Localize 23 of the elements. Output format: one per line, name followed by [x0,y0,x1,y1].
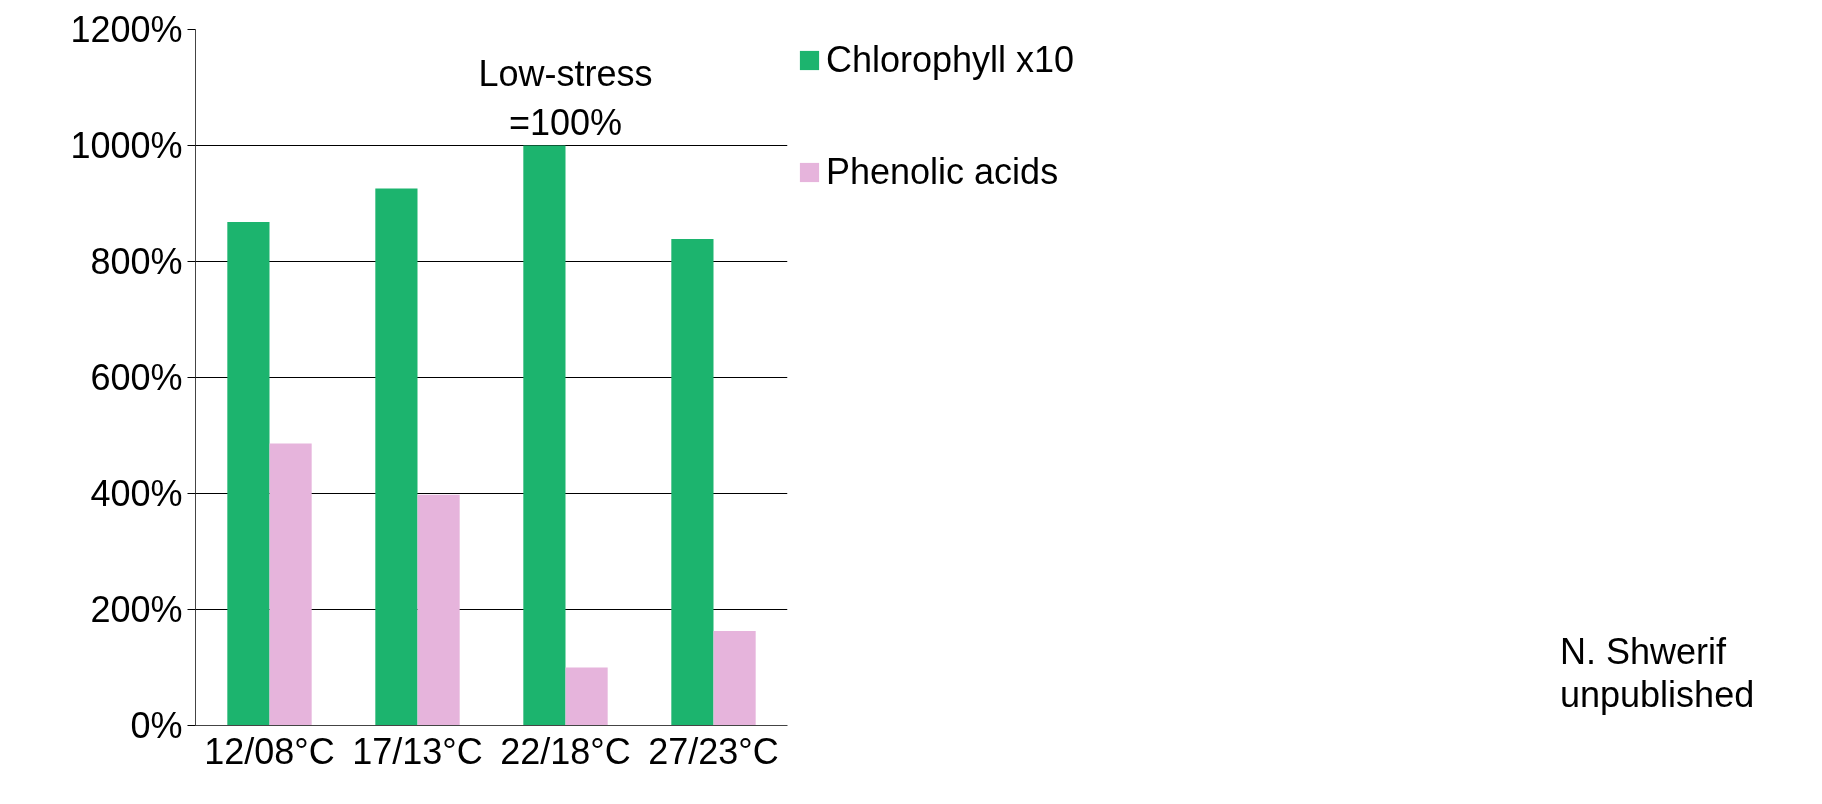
bar [671,238,714,726]
annotation: Low-stress =100% [478,53,653,144]
x-tick-label: 17/13°C [352,730,483,772]
y-tick-label: 600% [90,357,183,398]
legend-label: Phenolic acids [826,151,1059,193]
bar [227,222,270,726]
y-tick-label: 1000% [70,125,183,166]
x-tick-label: 12/08°C [204,730,335,772]
bar [417,494,460,726]
y-tick-label: 0% [130,705,183,746]
text: N. Shwerif unpublished [1560,630,1755,717]
y-tick-label: 800% [90,241,183,282]
x-tick-label: 22/18°C [500,730,631,772]
y-tick-label: 1200% [70,9,183,50]
bar [375,188,418,726]
x-tick-label: 27/23°C [648,730,779,772]
bar [713,630,756,726]
y-tick-label: 200% [90,589,183,630]
bar [523,145,566,726]
y-tick-label: 400% [90,473,183,514]
legend-label: Chlorophyll x10 [826,39,1075,81]
bar [565,667,608,726]
bar [269,443,312,726]
